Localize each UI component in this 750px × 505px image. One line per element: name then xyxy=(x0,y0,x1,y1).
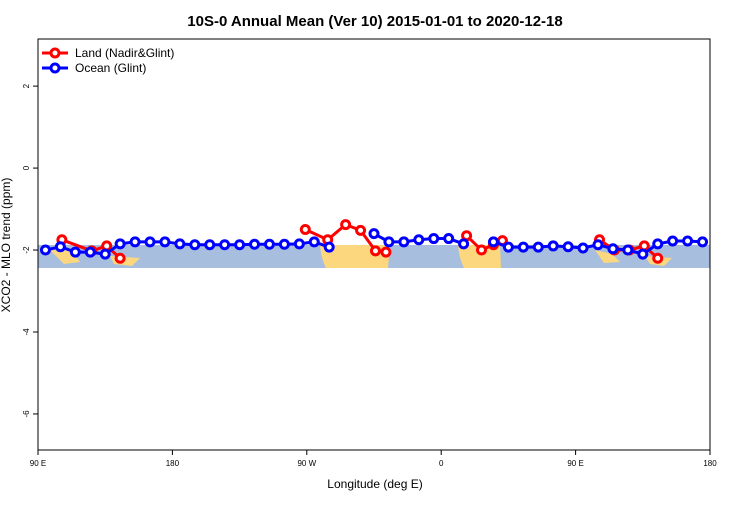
point xyxy=(278,238,290,250)
y-tick-label: 2 xyxy=(22,83,31,88)
y-tick-label: -4 xyxy=(22,328,31,336)
y-tick-label: -2 xyxy=(22,246,31,254)
point xyxy=(69,246,81,258)
point xyxy=(249,238,261,250)
x-axis-label: Longitude (deg E) xyxy=(327,477,422,491)
point xyxy=(368,228,380,240)
point xyxy=(476,244,488,256)
point xyxy=(114,252,126,264)
point xyxy=(547,240,559,252)
point xyxy=(189,239,201,251)
point xyxy=(428,233,440,245)
point xyxy=(84,246,96,258)
point xyxy=(383,236,395,248)
chart-title: 10S-0 Annual Mean (Ver 10) 2015-01-01 to… xyxy=(187,13,562,30)
x-tick-label: 90 E xyxy=(30,459,46,468)
point xyxy=(355,224,367,236)
plot-frame xyxy=(37,38,711,451)
point xyxy=(101,240,113,252)
point xyxy=(299,224,311,236)
point xyxy=(39,244,51,256)
point xyxy=(159,236,171,248)
series-line xyxy=(61,222,659,260)
point xyxy=(293,238,305,250)
point xyxy=(562,241,574,253)
x-tick-label: 180 xyxy=(166,459,180,468)
legend-marker xyxy=(49,47,61,59)
point xyxy=(532,241,544,253)
legend-label: Ocean (Glint) xyxy=(75,61,146,75)
point xyxy=(502,241,514,253)
point xyxy=(308,236,320,248)
point xyxy=(607,243,619,255)
point xyxy=(263,238,275,250)
point xyxy=(652,238,664,250)
point xyxy=(682,235,694,247)
point xyxy=(458,238,470,250)
point xyxy=(380,246,392,258)
point xyxy=(592,239,604,251)
point xyxy=(667,235,679,247)
point xyxy=(204,239,216,251)
point xyxy=(174,238,186,250)
point xyxy=(369,245,381,257)
point xyxy=(129,236,141,248)
point xyxy=(144,236,156,248)
point xyxy=(638,240,650,252)
y-tick-label: -6 xyxy=(22,410,31,418)
point xyxy=(637,248,649,260)
point xyxy=(652,252,664,264)
x-tick-label: 180 xyxy=(703,459,717,468)
point xyxy=(577,242,589,254)
y-axis-label: XCO2 - MLO trend (ppm) xyxy=(0,178,13,313)
legend-label: Land (Nadir&Glint) xyxy=(75,46,174,60)
point xyxy=(487,236,499,248)
point xyxy=(234,239,246,251)
point xyxy=(697,236,709,248)
x-tick-label: 90 W xyxy=(297,459,316,468)
point xyxy=(413,234,425,246)
point xyxy=(54,241,66,253)
point xyxy=(443,233,455,245)
point xyxy=(622,244,634,256)
point xyxy=(114,238,126,250)
point xyxy=(398,236,410,248)
point xyxy=(99,248,111,260)
point xyxy=(340,219,352,231)
point xyxy=(219,239,231,251)
point xyxy=(323,241,335,253)
x-tick-label: 0 xyxy=(439,459,444,468)
y-tick-label: 0 xyxy=(22,165,31,170)
x-tick-label: 90 E xyxy=(567,459,583,468)
point xyxy=(517,241,529,253)
legend-marker xyxy=(49,62,61,74)
